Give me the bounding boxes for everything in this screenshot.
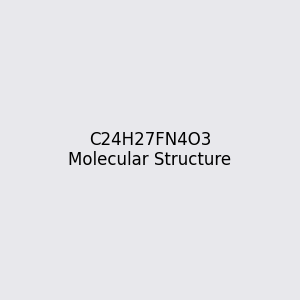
Text: C24H27FN4O3
Molecular Structure: C24H27FN4O3 Molecular Structure — [68, 130, 232, 170]
